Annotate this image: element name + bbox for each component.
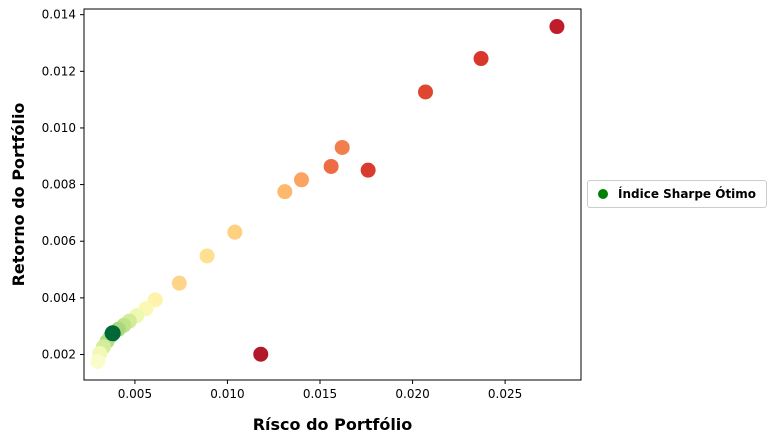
data-point [199, 248, 215, 264]
data-point [293, 172, 309, 188]
data-point [171, 275, 187, 291]
y-tick-label: 0.012 [42, 64, 76, 78]
data-point [253, 346, 269, 362]
chart-legend: Índice Sharpe Ótimo [587, 180, 767, 208]
y-tick-label: 0.014 [42, 8, 76, 22]
y-axis-title: Retorno do Portfólio [9, 103, 28, 287]
x-tick-label: 0.015 [303, 387, 337, 401]
data-point [473, 51, 489, 67]
data-point [323, 158, 339, 174]
data-points [90, 19, 565, 370]
y-tick-label: 0.006 [42, 234, 76, 248]
plot-area-frame [83, 8, 582, 381]
x-tick-label: 0.020 [395, 387, 429, 401]
legend-label: Índice Sharpe Ótimo [618, 187, 757, 201]
data-point [90, 354, 106, 370]
y-tick-label: 0.002 [42, 348, 76, 362]
y-tick-label: 0.004 [42, 291, 76, 305]
data-point [418, 84, 434, 100]
x-tick-label: 0.005 [118, 387, 152, 401]
x-tick-label: 0.025 [488, 387, 522, 401]
y-tick-label: 0.010 [42, 121, 76, 135]
x-tick-label: 0.010 [210, 387, 244, 401]
optimal-point-layer [104, 325, 121, 342]
data-point [360, 162, 376, 178]
legend-marker [598, 189, 608, 199]
data-point [334, 139, 350, 155]
y-tick-label: 0.008 [42, 178, 76, 192]
optimal-sharpe-point [104, 325, 121, 342]
data-point [549, 19, 565, 35]
y-axis-ticks: 0.002 0.004 0.006 0.008 0.010 0.012 0.014 [42, 8, 84, 362]
x-axis-title: Rísco do Portfólio [253, 415, 413, 434]
data-point [277, 184, 293, 200]
data-point [227, 224, 243, 240]
x-axis-ticks: 0.005 0.010 0.015 0.020 0.025 [118, 380, 522, 401]
